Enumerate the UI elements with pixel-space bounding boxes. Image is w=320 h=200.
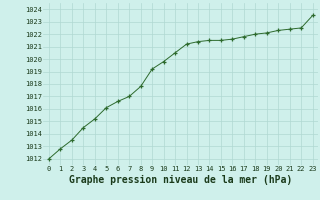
X-axis label: Graphe pression niveau de la mer (hPa): Graphe pression niveau de la mer (hPa) [69,175,292,185]
